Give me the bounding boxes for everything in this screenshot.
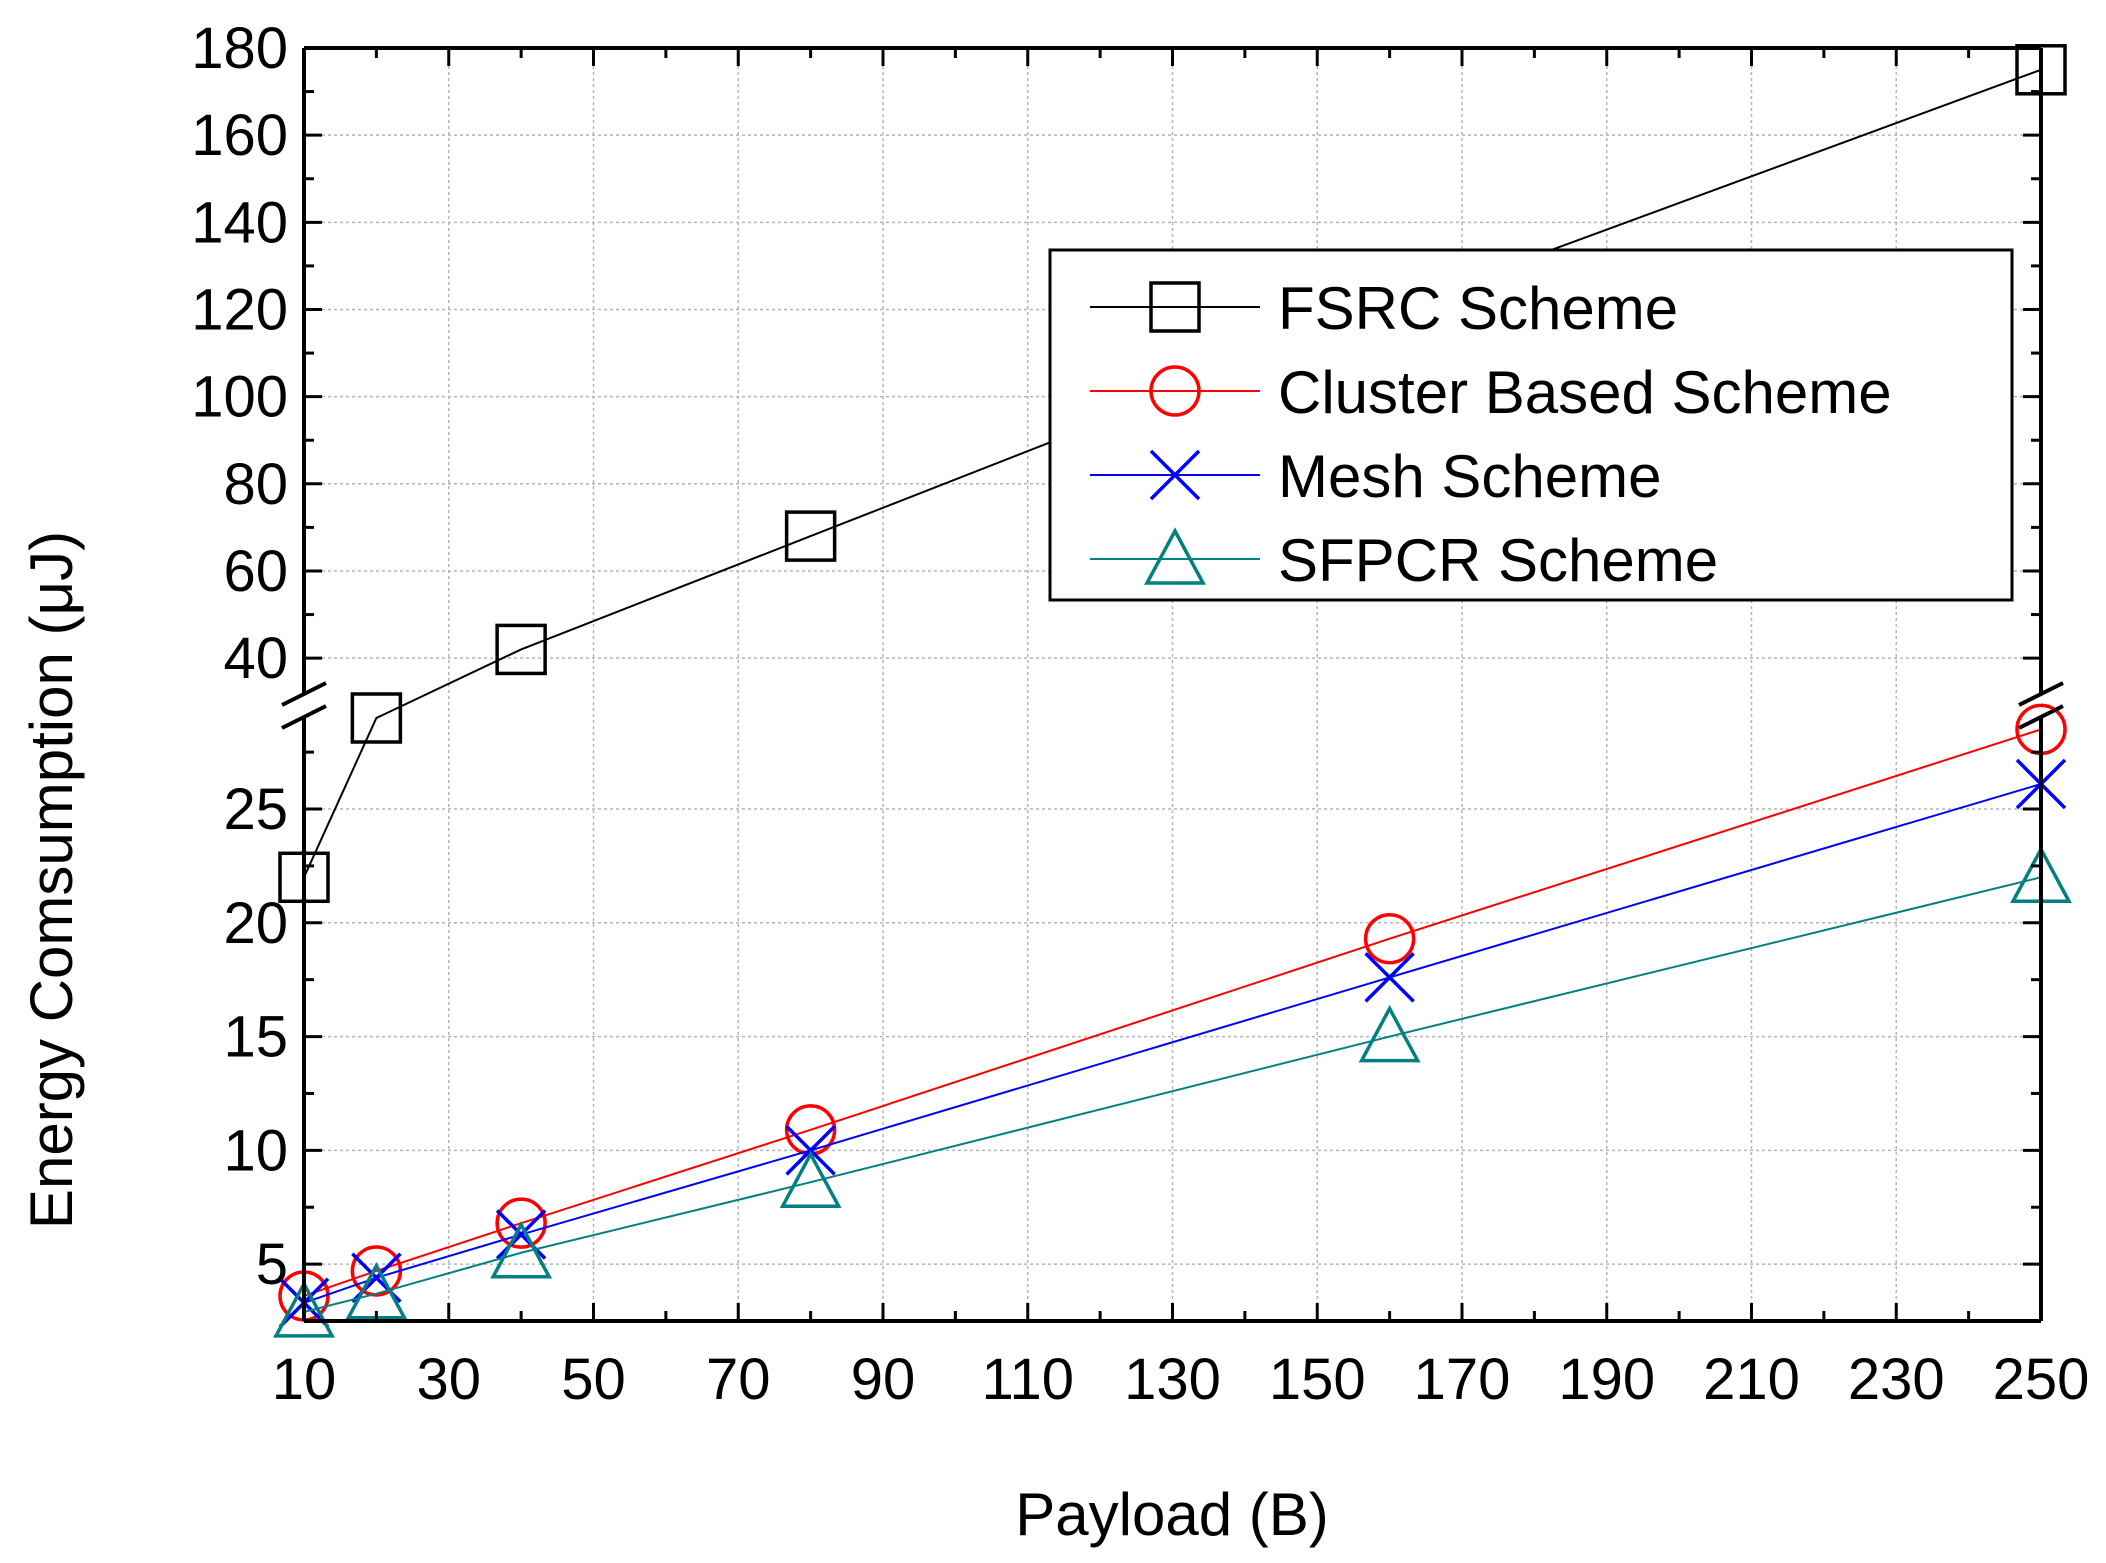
axis-break-mark <box>2018 681 2064 707</box>
legend-label: SFPCR Scheme <box>1278 527 1718 594</box>
x-tick-label: 10 <box>272 1347 337 1412</box>
x-tick-label: 150 <box>1269 1347 1366 1412</box>
x-tick-label: 210 <box>1703 1347 1800 1412</box>
legend-box <box>1048 248 2014 602</box>
y-tick-label: 100 <box>191 365 288 430</box>
data-point <box>1363 912 1416 965</box>
y-tick-label: 180 <box>191 16 288 81</box>
y-tick-label: 25 <box>223 777 288 842</box>
data-point <box>784 510 837 562</box>
legend-entry: Mesh Scheme <box>1090 443 1662 510</box>
y-tick-label: 160 <box>191 103 288 168</box>
data-point <box>779 1150 842 1208</box>
data-point <box>350 692 403 744</box>
y-tick-label: 140 <box>191 190 288 255</box>
data-point <box>1358 1004 1421 1063</box>
legend: FSRC Scheme Cluster Based Scheme Mesh Sche… <box>1048 248 2014 602</box>
x-tick-label: 250 <box>1993 1347 2090 1412</box>
y-tick-label: 120 <box>191 277 288 342</box>
legend-marker <box>1144 527 1206 585</box>
axis-break-mark <box>2018 704 2064 730</box>
x-tick-label: 50 <box>561 1347 626 1412</box>
axes <box>281 46 2064 1323</box>
y-tick-label: 40 <box>223 626 288 691</box>
data-point <box>785 1125 836 1176</box>
legend-marker <box>1149 281 1201 333</box>
x-tick-label: 70 <box>706 1347 771 1412</box>
data-point <box>495 1197 547 1249</box>
axis-break-mark <box>281 704 327 730</box>
legend-marker <box>1149 365 1201 417</box>
data-point <box>1364 952 1415 1003</box>
axis-break-mark <box>281 681 327 707</box>
legend-entry: Cluster Based Scheme <box>1090 359 1892 426</box>
legend-label: FSRC Scheme <box>1278 275 1678 342</box>
x-tick-label: 230 <box>1848 1347 1945 1412</box>
series-line <box>303 876 2042 1313</box>
series-line <box>303 728 2042 1297</box>
data-point <box>495 623 547 676</box>
tick-labels: 10 30 50 70 90 110 130 150 170 190 210 230 250 5 10 15 2… <box>191 16 2089 1412</box>
y-tick-label: 10 <box>223 1118 288 1183</box>
x-tick-label: 110 <box>982 1347 1074 1412</box>
legend-label: Mesh Scheme <box>1278 443 1662 510</box>
y-axis-title: Energy Comsumption (μJ) <box>18 531 85 1229</box>
series-line <box>303 783 2042 1304</box>
legend-entry: SFPCR Scheme <box>1090 527 1718 594</box>
x-tick-label: 90 <box>851 1347 916 1412</box>
data-point <box>490 1221 553 1279</box>
x-axis-title: Payload (B) <box>1015 1481 1328 1548</box>
y-tick-label: 80 <box>223 452 288 517</box>
data-point <box>273 1280 335 1338</box>
x-tick-label: 190 <box>1558 1347 1655 1412</box>
y-tick-label: 5 <box>256 1232 288 1297</box>
y-tick-label: 60 <box>223 539 288 604</box>
y-tick-label: 15 <box>223 1005 288 1070</box>
data-point <box>495 1209 547 1260</box>
legend-entry: FSRC Scheme <box>1090 275 1678 342</box>
x-tick-label: 30 <box>416 1347 481 1412</box>
series-sfpcr-scheme <box>273 845 2072 1338</box>
legend-label: Cluster Based Scheme <box>1278 359 1892 426</box>
x-tick-label: 130 <box>1124 1347 1221 1412</box>
y-tick-label: 20 <box>223 891 288 956</box>
x-tick-label: 170 <box>1414 1347 1511 1412</box>
legend-marker <box>1149 449 1201 501</box>
